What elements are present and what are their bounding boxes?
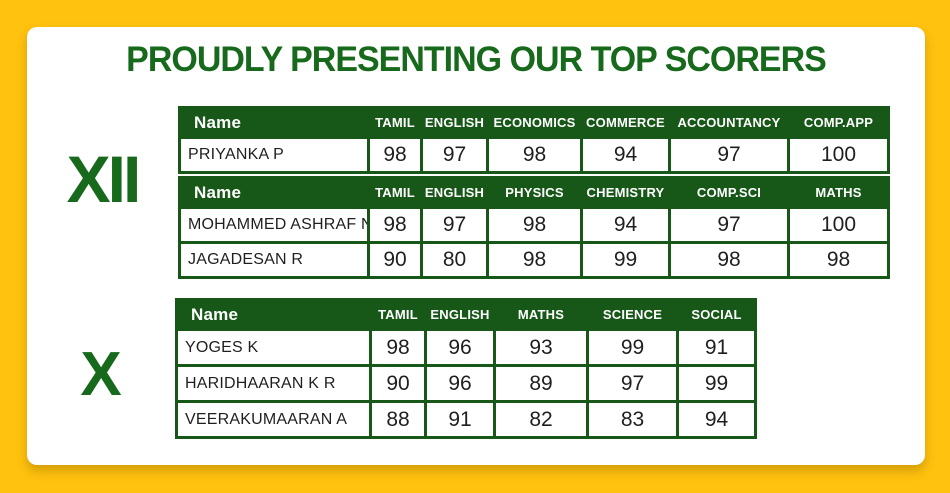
score-cell: 89 — [496, 367, 586, 400]
table-row: VEERAKUMAARAN A 88 91 82 83 94 — [178, 403, 754, 436]
student-name: JAGADESAN R — [181, 244, 367, 276]
table-header-row: Name TAMIL ENGLISH PHYSICS CHEMISTRY COM… — [181, 179, 887, 206]
table-row: YOGES K 98 96 93 99 91 — [178, 331, 754, 364]
score-cell: 91 — [427, 403, 493, 436]
score-cell: 98 — [489, 139, 580, 171]
score-cell: 97 — [423, 209, 486, 241]
student-name: PRIYANKA P — [181, 139, 367, 171]
column-header-subject: ACCOUNTANCY — [671, 109, 787, 136]
column-header-subject: MATHS — [496, 301, 586, 328]
score-cell: 97 — [671, 209, 787, 241]
table-row: HARIDHAARAN K R 90 96 89 97 99 — [178, 367, 754, 400]
score-cell: 97 — [589, 367, 676, 400]
score-cell: 88 — [372, 403, 424, 436]
score-cell: 91 — [679, 331, 754, 364]
score-cell: 90 — [370, 244, 420, 276]
student-name: VEERAKUMAARAN A — [178, 403, 369, 436]
class-x-table-wrap: Name TAMIL ENGLISH MATHS SCIENCE SOCIAL … — [175, 298, 757, 439]
column-header-subject: ENGLISH — [427, 301, 493, 328]
column-header-subject: TAMIL — [370, 179, 420, 206]
column-header-subject: SOCIAL — [679, 301, 754, 328]
column-header-subject: COMMERCE — [583, 109, 668, 136]
student-name: MOHAMMED ASHRAF N — [181, 209, 367, 241]
column-header-name: Name — [181, 179, 367, 206]
score-cell: 99 — [679, 367, 754, 400]
score-cell: 97 — [423, 139, 486, 171]
class-x-label: X — [80, 339, 122, 409]
score-cell: 94 — [583, 139, 668, 171]
column-header-subject: MATHS — [790, 179, 887, 206]
score-cell: 80 — [423, 244, 486, 276]
score-cell: 94 — [583, 209, 668, 241]
column-header-subject: COMP.APP — [790, 109, 887, 136]
column-header-subject: ECONOMICS — [489, 109, 580, 136]
table-row: JAGADESAN R 90 80 98 99 98 98 — [181, 244, 887, 276]
class-xii-label: XII — [66, 142, 142, 216]
column-header-subject: TAMIL — [370, 109, 420, 136]
xii-commerce-group-table: Name TAMIL ENGLISH ECONOMICS COMMERCE AC… — [178, 106, 890, 174]
score-cell: 98 — [790, 244, 887, 276]
column-header-subject: TAMIL — [372, 301, 424, 328]
page-title: PROUDLY PRESENTING OUR TOP SCORERS — [126, 40, 827, 79]
score-cell: 93 — [496, 331, 586, 364]
score-cell: 82 — [496, 403, 586, 436]
score-cell: 83 — [589, 403, 676, 436]
xii-science-group-table: Name TAMIL ENGLISH PHYSICS CHEMISTRY COM… — [178, 176, 890, 279]
class-xii-tables: Name TAMIL ENGLISH ECONOMICS COMMERCE AC… — [178, 106, 890, 279]
score-cell: 90 — [372, 367, 424, 400]
score-cell: 100 — [790, 139, 887, 171]
score-cell: 98 — [489, 209, 580, 241]
column-header-name: Name — [181, 109, 367, 136]
score-cell: 100 — [790, 209, 887, 241]
column-header-subject: ENGLISH — [423, 179, 486, 206]
column-header-subject: PHYSICS — [489, 179, 580, 206]
x-class-table: Name TAMIL ENGLISH MATHS SCIENCE SOCIAL … — [175, 298, 757, 439]
student-name: HARIDHAARAN K R — [178, 367, 369, 400]
table-header-row: Name TAMIL ENGLISH ECONOMICS COMMERCE AC… — [181, 109, 887, 136]
score-cell: 96 — [427, 331, 493, 364]
column-header-name: Name — [178, 301, 369, 328]
column-header-subject: COMP.SCI — [671, 179, 787, 206]
column-header-subject: CHEMISTRY — [583, 179, 668, 206]
score-cell: 96 — [427, 367, 493, 400]
table-row: PRIYANKA P 98 97 98 94 97 100 — [181, 139, 887, 171]
column-header-subject: ENGLISH — [423, 109, 486, 136]
column-header-subject: SCIENCE — [589, 301, 676, 328]
score-cell: 98 — [370, 209, 420, 241]
table-row: MOHAMMED ASHRAF N 98 97 98 94 97 100 — [181, 209, 887, 241]
score-cell: 98 — [370, 139, 420, 171]
score-cell: 98 — [671, 244, 787, 276]
student-name: YOGES K — [178, 331, 369, 364]
score-cell: 98 — [372, 331, 424, 364]
table-header-row: Name TAMIL ENGLISH MATHS SCIENCE SOCIAL — [178, 301, 754, 328]
poster-card: PROUDLY PRESENTING OUR TOP SCORERS XII N… — [27, 27, 925, 465]
score-cell: 98 — [489, 244, 580, 276]
score-cell: 99 — [589, 331, 676, 364]
score-cell: 94 — [679, 403, 754, 436]
score-cell: 97 — [671, 139, 787, 171]
score-cell: 99 — [583, 244, 668, 276]
